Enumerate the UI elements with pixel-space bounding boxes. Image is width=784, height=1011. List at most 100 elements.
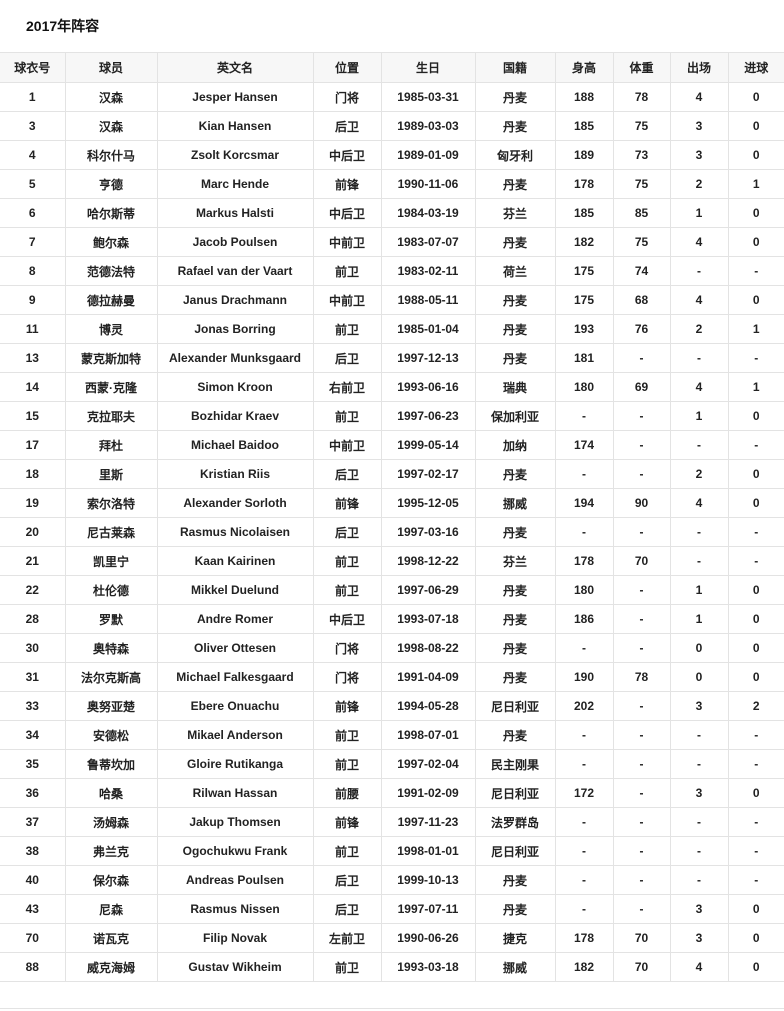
cell-birthday: 1998-01-01	[380, 836, 476, 866]
table-row: 17 拜杜 Michael Baidoo 中前卫 1999-05-14 加纳 174- - -	[0, 430, 784, 460]
cell-position: 前卫	[312, 546, 382, 576]
column-header-height: 身高	[554, 52, 614, 83]
cell-height: 180	[554, 372, 614, 402]
cell-goals: 0	[727, 111, 784, 141]
cell-position: 前卫	[312, 575, 382, 605]
cell-english-name: Mikael Anderson	[156, 720, 314, 750]
cell-position: 右前卫	[312, 372, 382, 402]
cell-position: 后卫	[312, 343, 382, 373]
cell-weight: -	[612, 778, 671, 808]
cell-nationality: 尼日利亚	[474, 691, 556, 721]
cell-birthday: 1993-06-16	[380, 372, 476, 402]
table-row: 6 哈尔斯蒂 Markus Halsti 中后卫 1984-03-19 芬兰 185 85 1 0	[0, 198, 784, 228]
cell-height: 178	[554, 169, 614, 199]
cell-player-name: 德拉赫曼	[64, 285, 158, 315]
cell-height: 181	[554, 343, 614, 373]
cell-jersey-number: 88	[0, 952, 66, 982]
cell-english-name: Kaan Kairinen	[156, 546, 314, 576]
cell-nationality: 芬兰	[474, 198, 556, 228]
cell-appearances: -	[669, 343, 729, 373]
table-row: 1 汉森 Jesper Hansen 门将 1985-03-31 丹麦 188 78 4 0	[0, 82, 784, 112]
cell-player-name: 索尔洛特	[64, 488, 158, 518]
cell-height: 175	[554, 285, 614, 315]
cell-nationality: 丹麦	[474, 662, 556, 692]
cell-player-name: 弗兰克	[64, 836, 158, 866]
cell-player-name: 范德法特	[64, 256, 158, 286]
cell-birthday: 1990-06-26	[380, 923, 476, 953]
cell-weight: 70	[612, 952, 671, 982]
cell-position: 前腰	[312, 778, 382, 808]
cell-height: 186	[554, 604, 614, 634]
cell-appearances: -	[669, 720, 729, 750]
cell-nationality: 瑞典	[474, 372, 556, 402]
cell-jersey-number: 36	[0, 778, 66, 808]
cell-goals: 0	[727, 952, 784, 982]
cell-jersey-number: 11	[0, 314, 66, 344]
cell-height: 188	[554, 82, 614, 112]
cell-height: 178	[554, 546, 614, 576]
cell-position: 前锋	[312, 169, 382, 199]
cell-weight: 85	[612, 198, 671, 228]
cell-position: 中后卫	[312, 140, 382, 170]
cell-appearances: 3	[669, 923, 729, 953]
cell-birthday: 1993-03-18	[380, 952, 476, 982]
table-row: 28 罗默 Andre Romer 中后卫 1993-07-18 丹麦 186-1 0	[0, 604, 784, 634]
cell-jersey-number: 19	[0, 488, 66, 518]
cell-player-name: 拜杜	[64, 430, 158, 460]
cell-appearances: 4	[669, 285, 729, 315]
cell-birthday: 1997-02-04	[380, 749, 476, 779]
table-row: 34 安德松 Mikael Anderson 前卫 1998-07-01 丹麦 - - - -	[0, 720, 784, 750]
cell-english-name: Filip Novak	[156, 923, 314, 953]
table-row: 4 科尔什马 Zsolt Korcsmar 中后卫 1989-01-09 匈牙利 189 73…	[0, 140, 784, 170]
cell-height: 202	[554, 691, 614, 721]
cell-goals: 0	[727, 633, 784, 663]
column-header-player-name: 球员	[64, 52, 158, 83]
cell-height: 182	[554, 227, 614, 257]
cell-position: 前锋	[312, 807, 382, 837]
cell-appearances: -	[669, 430, 729, 460]
cell-height: 174	[554, 430, 614, 460]
cell-nationality: 丹麦	[474, 575, 556, 605]
cell-english-name: Michael Falkesgaard	[156, 662, 314, 692]
cell-jersey-number: 22	[0, 575, 66, 605]
cell-weight: -	[612, 894, 671, 924]
cell-appearances: 4	[669, 227, 729, 257]
cell-birthday: 1985-03-31	[380, 82, 476, 112]
cell-english-name: Alexander Sorloth	[156, 488, 314, 518]
cell-player-name: 里斯	[64, 459, 158, 489]
cell-player-name: 汉森	[64, 111, 158, 141]
cell-jersey-number: 14	[0, 372, 66, 402]
table-row: 37 汤姆森 Jakup Thomsen 前锋 1997-11-23 法罗群岛 - - - -	[0, 807, 784, 837]
cell-nationality: 尼日利亚	[474, 836, 556, 866]
cell-appearances: 3	[669, 894, 729, 924]
cell-player-name: 奥特森	[64, 633, 158, 663]
cell-birthday: 1983-07-07	[380, 227, 476, 257]
cell-jersey-number: 6	[0, 198, 66, 228]
cell-birthday: 1998-12-22	[380, 546, 476, 576]
cell-goals: 0	[727, 894, 784, 924]
cell-jersey-number: 1	[0, 82, 66, 112]
cell-position: 前卫	[312, 720, 382, 750]
cell-goals: -	[727, 720, 784, 750]
cell-english-name: Alexander Munksgaard	[156, 343, 314, 373]
cell-nationality: 丹麦	[474, 459, 556, 489]
cell-nationality: 丹麦	[474, 285, 556, 315]
cell-appearances: 4	[669, 82, 729, 112]
cell-english-name: Michael Baidoo	[156, 430, 314, 460]
cell-jersey-number: 5	[0, 169, 66, 199]
cell-jersey-number: 7	[0, 227, 66, 257]
cell-birthday: 1985-01-04	[380, 314, 476, 344]
cell-height: -	[554, 633, 614, 663]
column-header-english-name: 英文名	[156, 52, 314, 83]
cell-birthday: 1990-11-06	[380, 169, 476, 199]
cell-height: 194	[554, 488, 614, 518]
cell-position: 前锋	[312, 488, 382, 518]
cell-nationality: 挪威	[474, 488, 556, 518]
cell-goals: 2	[727, 691, 784, 721]
cell-position: 中前卫	[312, 285, 382, 315]
cell-appearances: -	[669, 546, 729, 576]
cell-height: 193	[554, 314, 614, 344]
cell-weight: 78	[612, 82, 671, 112]
cell-birthday: 1999-05-14	[380, 430, 476, 460]
cell-position: 前卫	[312, 836, 382, 866]
